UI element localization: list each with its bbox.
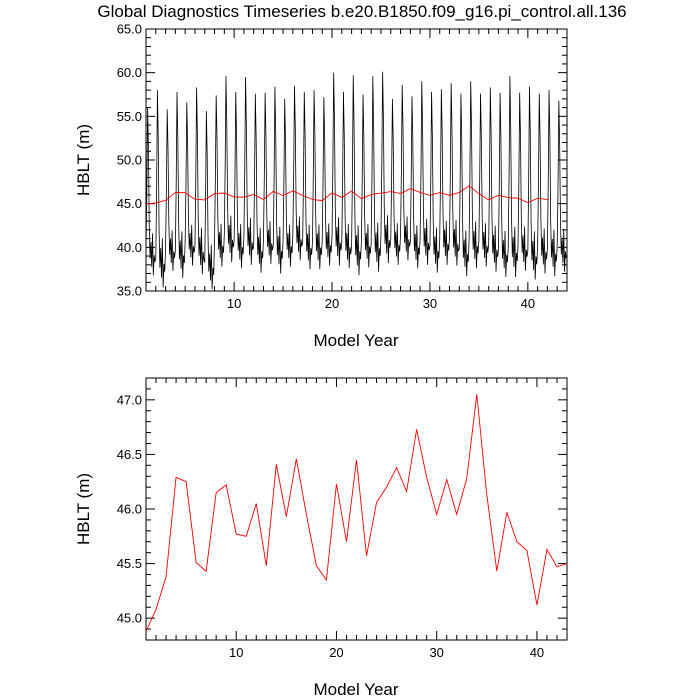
top-y-axis-label: HBLT (m) <box>74 124 93 196</box>
bottom-y-axis-label: HBLT (m) <box>74 473 93 545</box>
top-y-tick-label: 40.0 <box>117 240 142 255</box>
top-series-line-1 <box>146 185 548 205</box>
bottom-y-tick-label: 47.0 <box>117 392 142 407</box>
bottom-y-tick-label: 45.0 <box>117 611 142 626</box>
top-panel: 10 20 30 40 35.0 40.0 45.0 50.0 55.0 60.0 65.0 Mod… <box>74 22 568 350</box>
top-x-tick-label: 40 <box>521 296 535 311</box>
top-x-tick-label: 20 <box>325 296 339 311</box>
bottom-axis-ticks <box>145 377 568 641</box>
top-x-axis-label: Model Year <box>313 331 398 350</box>
bottom-x-axis-label: Model Year <box>313 680 398 699</box>
top-series-line-0 <box>146 71 567 290</box>
bottom-series-line-0 <box>146 394 567 632</box>
bottom-y-tick-label: 45.5 <box>117 556 142 571</box>
bottom-y-tick-label: 46.5 <box>117 447 142 462</box>
bottom-plot-frame <box>145 377 568 641</box>
bottom-tick-labels: 10 20 30 40 45.0 45.5 46.0 46.5 47.0 <box>117 392 544 660</box>
top-y-tick-label: 35.0 <box>117 284 142 299</box>
top-x-tick-label: 10 <box>227 296 241 311</box>
top-x-tick-label: 30 <box>423 296 437 311</box>
top-y-tick-label: 50.0 <box>117 153 142 168</box>
top-y-tick-label: 55.0 <box>117 109 142 124</box>
bottom-series <box>146 394 567 632</box>
top-y-tick-label: 65.0 <box>117 22 142 37</box>
chart-title: Global Diagnostics Timeseries b.e20.B185… <box>97 2 626 21</box>
bottom-y-tick-label: 46.0 <box>117 502 142 517</box>
top-y-tick-label: 60.0 <box>117 65 142 80</box>
top-tick-labels: 10 20 30 40 35.0 40.0 45.0 50.0 55.0 60.0 65.0 <box>117 22 535 312</box>
bottom-x-tick-label: 10 <box>229 645 243 660</box>
bottom-x-tick-label: 40 <box>530 645 544 660</box>
top-y-tick-label: 45.0 <box>117 196 142 211</box>
bottom-x-tick-label: 20 <box>329 645 343 660</box>
top-series <box>146 71 567 290</box>
bottom-x-tick-label: 30 <box>429 645 443 660</box>
